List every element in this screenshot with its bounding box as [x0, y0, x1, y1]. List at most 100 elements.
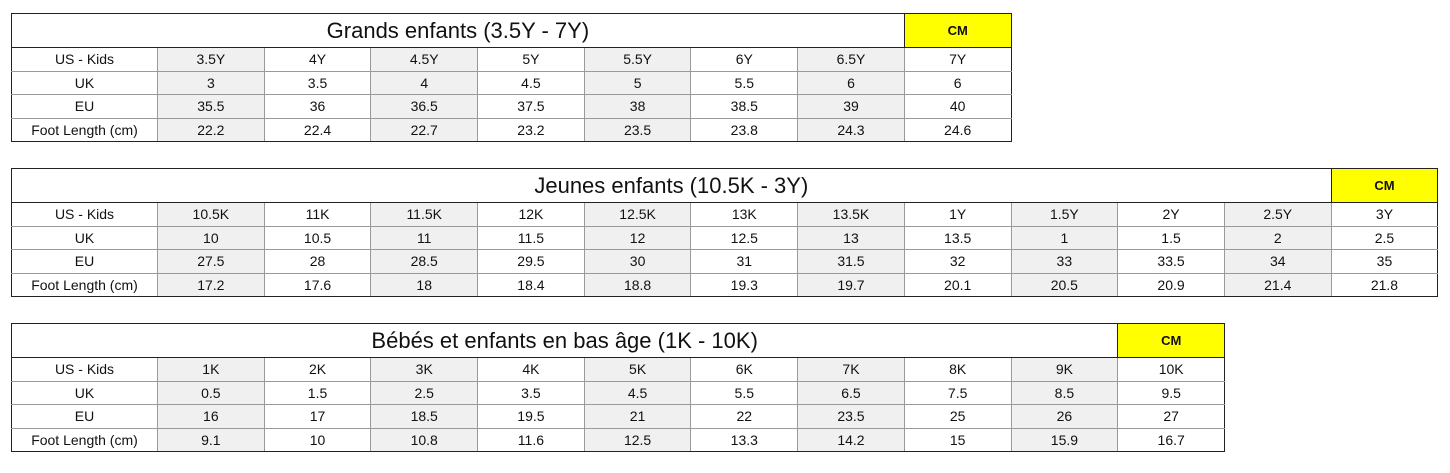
- size-cell: 4.5: [583, 380, 692, 405]
- size-cell: 17: [263, 404, 372, 429]
- size-cell: 13.5K: [797, 202, 905, 227]
- table-title: Jeunes enfants (10.5K - 3Y): [11, 168, 1332, 203]
- size-cell: 23.8: [690, 117, 799, 142]
- size-cell: 9K: [1010, 357, 1119, 382]
- size-cell: 18.8: [583, 272, 692, 297]
- size-cell: 3K: [370, 357, 479, 382]
- size-cell: 39: [797, 94, 905, 119]
- size-cell: 9.5: [1117, 380, 1226, 405]
- size-cell: 26: [1010, 404, 1119, 429]
- size-cell: 6K: [690, 357, 799, 382]
- size-cell: 33.5: [1117, 249, 1225, 274]
- size-cell: 3.5: [477, 380, 585, 405]
- size-cell: 33: [1010, 249, 1119, 274]
- size-cell: 2.5: [1330, 225, 1439, 250]
- size-cell: 5.5Y: [583, 47, 692, 72]
- size-cell: 19.7: [797, 272, 905, 297]
- row-label: Foot Length (cm): [11, 272, 158, 297]
- size-cell: 10: [263, 427, 372, 452]
- size-cell: 12: [583, 225, 692, 250]
- size-cell: 21.4: [1223, 272, 1332, 297]
- size-cell: 31.5: [797, 249, 905, 274]
- size-cell: 4K: [477, 357, 585, 382]
- size-cell: 10: [157, 225, 265, 250]
- size-cell: 21.8: [1330, 272, 1439, 297]
- size-cell: 19.3: [690, 272, 799, 297]
- size-cell: 3Y: [1330, 202, 1439, 227]
- size-cell: 32: [903, 249, 1012, 274]
- size-cell: 21: [583, 404, 692, 429]
- row-label: US - Kids: [11, 357, 158, 382]
- size-table-grands-enfants: Grands enfants (3.5Y - 7Y) CM US - Kids 3.5…: [11, 13, 1012, 142]
- size-cell: 7K: [797, 357, 905, 382]
- size-cell: 6: [797, 70, 905, 95]
- size-cell: 1Y: [903, 202, 1012, 227]
- size-cell: 6: [903, 70, 1012, 95]
- size-cell: 12.5: [583, 427, 692, 452]
- size-cell: 28.5: [370, 249, 479, 274]
- size-cell: 35: [1330, 249, 1439, 274]
- size-cell: 3.5: [263, 70, 372, 95]
- size-cell: 2Y: [1117, 202, 1225, 227]
- cm-badge: CM: [1330, 168, 1439, 203]
- size-cell: 31: [690, 249, 799, 274]
- size-cell: 15.9: [1010, 427, 1119, 452]
- size-cell: 22.7: [370, 117, 479, 142]
- size-cell: 10.5: [263, 225, 372, 250]
- cm-badge: CM: [903, 13, 1012, 48]
- size-cell: 8.5: [1010, 380, 1119, 405]
- size-cell: 4: [370, 70, 479, 95]
- size-cell: 38.5: [690, 94, 799, 119]
- size-cell: 20.5: [1010, 272, 1119, 297]
- eu-row: EU 35.5 36 36.5 37.5 38 38.5 39 40: [11, 94, 1012, 119]
- row-label: EU: [11, 404, 158, 429]
- size-cell: 36: [263, 94, 372, 119]
- row-label: US - Kids: [11, 47, 158, 72]
- row-label: UK: [11, 380, 158, 405]
- table-title: Grands enfants (3.5Y - 7Y): [11, 13, 905, 48]
- row-label: US - Kids: [11, 202, 158, 227]
- cm-badge: CM: [1117, 323, 1226, 358]
- row-label: EU: [11, 249, 158, 274]
- size-cell: 1: [1010, 225, 1119, 250]
- size-cell: 5Y: [477, 47, 585, 72]
- size-cell: 18.4: [477, 272, 585, 297]
- size-cell: 4.5Y: [370, 47, 479, 72]
- size-cell: 17.2: [157, 272, 265, 297]
- size-cell: 18: [370, 272, 479, 297]
- size-cell: 1.5: [263, 380, 372, 405]
- size-cell: 13: [797, 225, 905, 250]
- size-cell: 10K: [1117, 357, 1226, 382]
- size-cell: 28: [263, 249, 372, 274]
- uk-row: UK 3 3.5 4 4.5 5 5.5 6 6: [11, 70, 1012, 95]
- size-cell: 2K: [263, 357, 372, 382]
- foot-length-row: Foot Length (cm) 9.1 10 10.8 11.6 12.5 13.3 14.…: [11, 427, 1226, 452]
- size-cell: 40: [903, 94, 1012, 119]
- size-cell: 22.4: [263, 117, 372, 142]
- size-cell: 2.5Y: [1223, 202, 1332, 227]
- size-cell: 23.5: [583, 117, 692, 142]
- size-cell: 0.5: [157, 380, 265, 405]
- size-cell: 3.5Y: [157, 47, 265, 72]
- foot-length-row: Foot Length (cm) 22.2 22.4 22.7 23.2 23.5 23.8…: [11, 117, 1012, 142]
- size-cell: 7.5: [903, 380, 1012, 405]
- uk-row: UK 0.5 1.5 2.5 3.5 4.5 5.5 6.5 7.5 8.5 9.5: [11, 380, 1226, 405]
- size-cell: 34: [1223, 249, 1332, 274]
- size-cell: 25: [903, 404, 1012, 429]
- table-header-row: Bébés et enfants en bas âge (1K - 10K) CM: [10, 323, 1226, 358]
- row-label: Foot Length (cm): [11, 427, 158, 452]
- size-cell: 11.6: [477, 427, 585, 452]
- size-cell: 11.5: [477, 225, 585, 250]
- size-cell: 5.5: [690, 70, 799, 95]
- uk-row: UK 10 10.5 11 11.5 12 12.5 13 13.5 1 1.5 2 2.5: [11, 225, 1439, 250]
- size-cell: 24.3: [797, 117, 905, 142]
- size-cell: 12K: [477, 202, 585, 227]
- size-cell: 14.2: [797, 427, 905, 452]
- table-header-row: Grands enfants (3.5Y - 7Y) CM: [11, 13, 1012, 48]
- size-cell: 12.5: [690, 225, 799, 250]
- size-cell: 5K: [583, 357, 692, 382]
- size-cell: 27.5: [157, 249, 265, 274]
- size-cell: 9.1: [157, 427, 265, 452]
- size-cell: 27: [1117, 404, 1226, 429]
- size-cell: 17.6: [263, 272, 372, 297]
